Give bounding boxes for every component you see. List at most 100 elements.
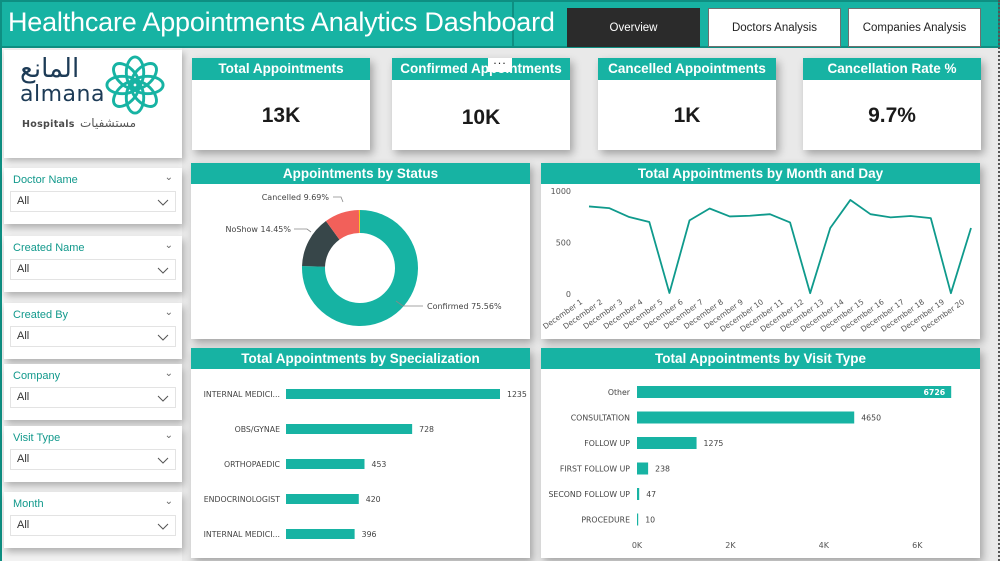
- slicer-dropdown[interactable]: All: [10, 326, 176, 347]
- line-point[interactable]: [909, 214, 913, 218]
- category-label: PROCEDURE: [581, 516, 630, 525]
- collapse-chevron-icon[interactable]: ⌄: [164, 172, 173, 183]
- y-tick-label: 1000: [551, 187, 571, 196]
- nav-overview-button[interactable]: Overview: [567, 8, 700, 47]
- bar[interactable]: [286, 424, 413, 434]
- line-point[interactable]: [828, 226, 832, 230]
- nav-companies-analysis-button[interactable]: Companies Analysis: [848, 8, 981, 47]
- line-point[interactable]: [708, 207, 712, 211]
- collapse-chevron-icon[interactable]: ⌄: [164, 307, 173, 318]
- x-tick-label: 2K: [725, 541, 736, 550]
- collapse-chevron-icon[interactable]: ⌄: [164, 430, 173, 441]
- slicer-value: All: [17, 391, 30, 403]
- bar[interactable]: [286, 459, 365, 469]
- chart-title: Appointments by Status: [191, 163, 530, 184]
- line-point[interactable]: [607, 206, 611, 210]
- bar[interactable]: [286, 494, 359, 504]
- slicer-value: All: [17, 519, 30, 531]
- category-label: INTERNAL MEDICI...: [204, 530, 280, 539]
- line-point[interactable]: [788, 220, 792, 224]
- kpi-cancellation-rate: Cancellation Rate % 9.7%: [803, 58, 981, 150]
- donut-slice-cancelled[interactable]: [325, 210, 360, 240]
- line-point[interactable]: [748, 214, 752, 218]
- chart-title: Total Appointments by Month and Day: [541, 163, 980, 184]
- slicer-dropdown[interactable]: All: [10, 259, 176, 280]
- line-point[interactable]: [627, 215, 631, 219]
- line-point[interactable]: [647, 220, 651, 224]
- nav-doctors-analysis-button[interactable]: Doctors Analysis: [708, 8, 841, 47]
- y-tick-label: 500: [556, 239, 571, 248]
- slicer-dropdown[interactable]: All: [10, 191, 176, 212]
- bar[interactable]: [286, 529, 355, 539]
- chart-title: Total Appointments by Specialization: [191, 348, 530, 369]
- kpi-total-appointments: Total Appointments 13K: [192, 58, 370, 150]
- bar[interactable]: [637, 411, 855, 424]
- donut-label-noshow: NoShow 14.45%: [225, 225, 291, 234]
- specialization-bar-chart: INTERNAL MEDICI... 1235 OBS/GYNAE 728 ORTHOP…: [204, 389, 527, 539]
- slicer-dropdown[interactable]: All: [10, 449, 176, 470]
- kpi-confirmed-appointments: Confirmed Appointments 10K: [392, 58, 570, 150]
- kpi-title: Cancelled Appointments: [598, 58, 776, 80]
- slicer-label: Created By: [13, 309, 69, 321]
- collapse-chevron-icon[interactable]: ⌄: [164, 496, 173, 507]
- line-point[interactable]: [949, 291, 953, 295]
- bar[interactable]: [637, 462, 649, 475]
- donut-slice-confirmed[interactable]: [302, 210, 418, 326]
- chevron-down-icon: [157, 267, 169, 274]
- logo-card: المانع almana Hospitals مستشفيات: [4, 50, 182, 158]
- chevron-down-icon: [157, 457, 169, 464]
- bar-value-label: 6726: [923, 388, 945, 397]
- bar[interactable]: [637, 488, 640, 500]
- specialization-bar-panel: Total Appointments by Specialization INT…: [191, 348, 530, 558]
- status-donut-panel: Appointments by Status Confirmed 75.56% N…: [191, 163, 530, 339]
- visit-type-bar-panel: Total Appointments by Visit Type Other 67…: [541, 348, 980, 558]
- slicer-value: All: [17, 263, 30, 275]
- line-point[interactable]: [728, 214, 732, 218]
- line-point[interactable]: [889, 215, 893, 219]
- collapse-chevron-icon[interactable]: ⌄: [164, 368, 173, 379]
- line-point[interactable]: [688, 218, 692, 222]
- donut-slice-other[interactable]: [358, 210, 360, 234]
- logo-hospitals-arabic-text: مستشفيات: [80, 116, 137, 130]
- category-label: Other: [608, 388, 631, 397]
- category-label: OBS/GYNAE: [235, 425, 281, 434]
- bar-value-label: 453: [371, 460, 386, 469]
- line-point[interactable]: [667, 291, 671, 295]
- y-tick-label: 0: [566, 290, 571, 299]
- kpi-cancelled-appointments: Cancelled Appointments 1K: [598, 58, 776, 150]
- line-point[interactable]: [768, 212, 772, 216]
- bar-value-label: 47: [646, 490, 656, 499]
- slicer-doctor-name: Doctor Name ⌄ All: [4, 168, 182, 224]
- kpi-value: 1K: [673, 104, 701, 127]
- month-day-line-panel: Total Appointments by Month and Day 0 500…: [541, 163, 980, 339]
- donut-slice-noshow[interactable]: [302, 221, 340, 267]
- bar[interactable]: [637, 513, 639, 526]
- line-point[interactable]: [969, 226, 973, 230]
- bar[interactable]: [286, 389, 500, 399]
- more-options-button[interactable]: ...: [488, 55, 512, 72]
- slicer-value: All: [17, 195, 30, 207]
- slicer-dropdown[interactable]: All: [10, 515, 176, 536]
- line-point[interactable]: [587, 204, 591, 208]
- kpi-title: Cancellation Rate %: [803, 58, 981, 80]
- bar-value-label: 1235: [507, 390, 527, 399]
- line-point[interactable]: [929, 216, 933, 220]
- bar-value-label: 4650: [861, 414, 881, 423]
- collapse-chevron-icon[interactable]: ⌄: [164, 240, 173, 251]
- slicer-created-name: Created Name ⌄ All: [4, 236, 182, 292]
- donut-label-confirmed: Confirmed 75.56%: [427, 302, 502, 311]
- slicer-dropdown[interactable]: All: [10, 387, 176, 408]
- category-label: FOLLOW UP: [584, 439, 630, 448]
- line-point[interactable]: [848, 198, 852, 202]
- line-point[interactable]: [868, 212, 872, 216]
- bar[interactable]: [637, 386, 952, 398]
- slicer-visit-type: Visit Type ⌄ All: [4, 426, 182, 482]
- bar-value-label: 396: [362, 530, 377, 539]
- chart-title: Total Appointments by Visit Type: [541, 348, 980, 369]
- kpi-title: Confirmed Appointments: [392, 58, 570, 80]
- slicer-company: Company ⌄ All: [4, 364, 182, 420]
- logo-latin-text: almana: [20, 82, 105, 107]
- bar[interactable]: [637, 437, 697, 449]
- slicer-label: Visit Type: [13, 432, 61, 444]
- line-point[interactable]: [808, 291, 812, 295]
